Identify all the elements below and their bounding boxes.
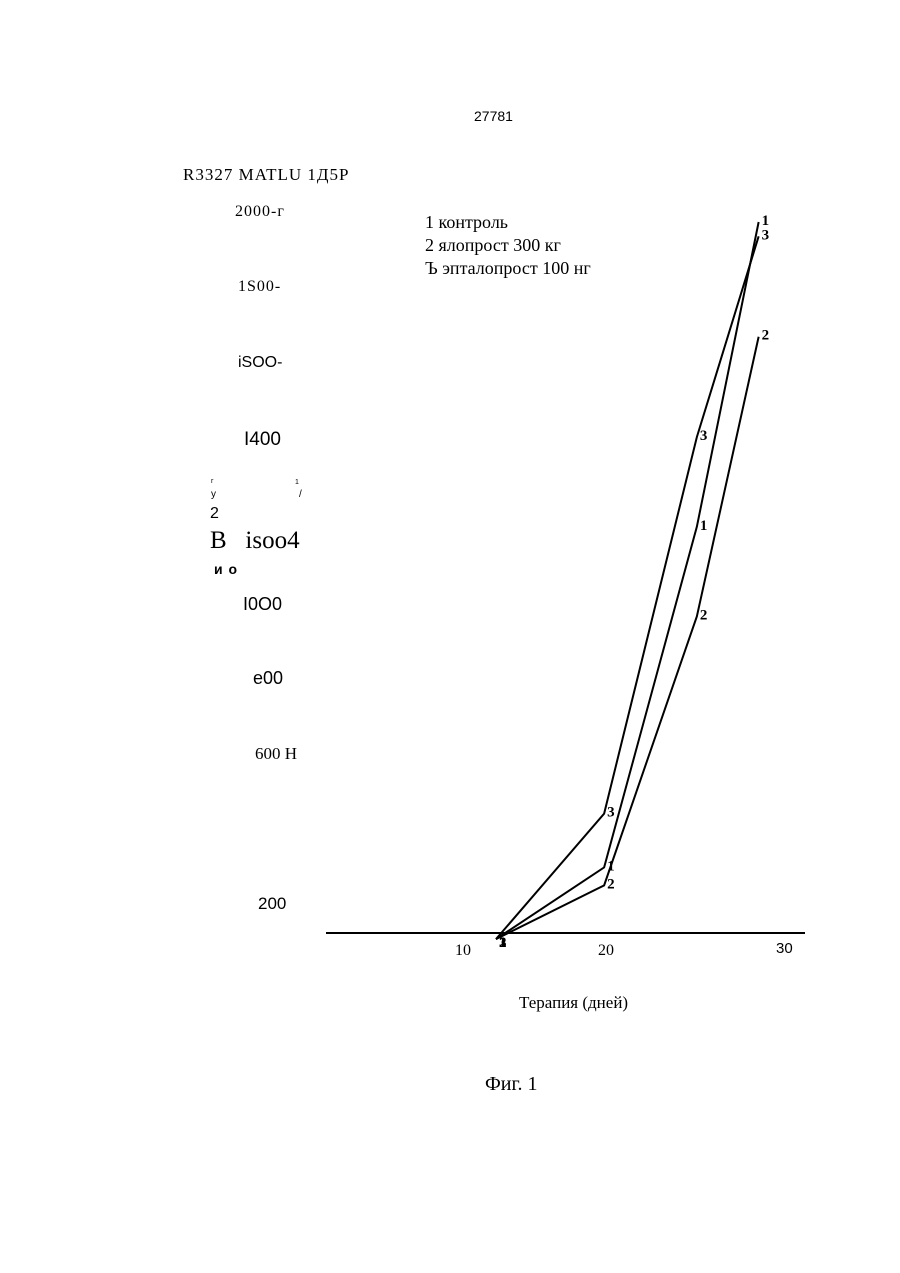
point-label-layer: 111122223333 xyxy=(499,213,769,951)
x-tick-label: 20 xyxy=(598,942,614,960)
point-label: 3 xyxy=(700,428,708,444)
figure-caption: Фиг. 1 xyxy=(485,1073,537,1096)
point-label: 3 xyxy=(607,805,615,821)
point-label: 3 xyxy=(499,935,507,951)
point-label: 2 xyxy=(762,328,770,344)
x-tick-label: 10 xyxy=(455,942,471,960)
x-tick-label: 30 xyxy=(776,940,793,957)
series-line-1 xyxy=(496,222,759,939)
series-line-2 xyxy=(496,337,759,939)
series-layer xyxy=(496,222,759,939)
point-label: 1 xyxy=(700,518,708,534)
series-line-3 xyxy=(496,236,759,939)
x-axis-title: Терапия (дней) xyxy=(519,993,628,1013)
point-label: 2 xyxy=(700,607,708,623)
point-label: 3 xyxy=(762,227,770,243)
point-label: 2 xyxy=(607,876,615,892)
point-label: 1 xyxy=(607,858,615,874)
